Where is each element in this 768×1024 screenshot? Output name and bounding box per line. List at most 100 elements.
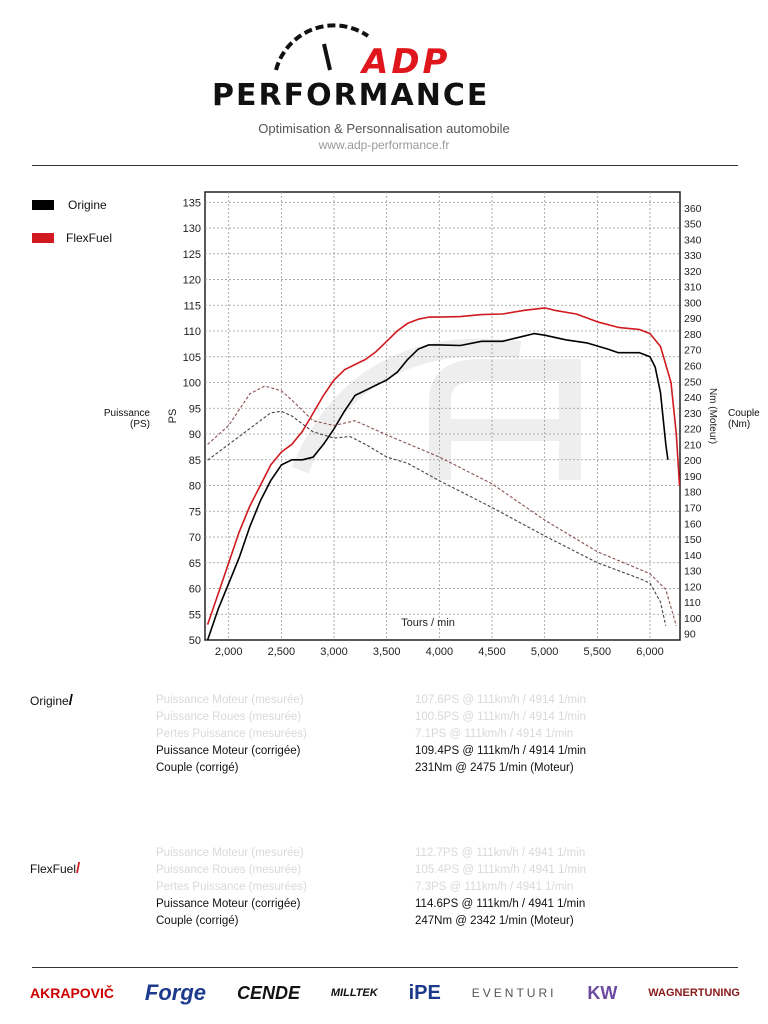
logo-performance: PERFORMANCE — [212, 78, 490, 113]
result-label: Puissance Roues (mesurée) — [156, 864, 302, 876]
legend-swatch-flexfuel — [32, 233, 54, 243]
y-tick-label: 65 — [189, 558, 201, 570]
result-label: Couple (corrigé) — [156, 762, 239, 774]
tagline: Optimisation & Personnalisation automobi… — [258, 121, 510, 136]
y2-tick-label: 210 — [684, 439, 702, 451]
y-tick-label: 50 — [189, 635, 201, 647]
result-value: 247Nm @ 2342 1/min (Moteur) — [415, 915, 574, 927]
y-tick-label: 120 — [183, 275, 201, 287]
divider-footer — [32, 967, 738, 968]
x-tick-label: 4,500 — [478, 646, 506, 658]
legend-swatch-origine — [32, 200, 54, 210]
left-axis-title: Puissance (PS) — [90, 408, 150, 430]
brand-logos: AKRAPOVIČ Forge CENDE MILLTEK iPE EVENTU… — [30, 980, 740, 1006]
y2-tick-label: 180 — [684, 487, 702, 499]
series-origine-power-line — [206, 332, 669, 641]
y-tick-label: 115 — [183, 300, 201, 312]
y-tick-label: 130 — [183, 223, 201, 235]
result-value: 107.6PS @ 111km/h / 4914 1/min — [415, 694, 587, 706]
y2-tick-label: 140 — [684, 550, 702, 562]
left-axis-title-line1: Puissance — [103, 408, 150, 419]
result-value: 114.6PS @ 111km/h / 4941 1/min — [415, 898, 586, 910]
result-value: 109.4PS @ 111km/h / 4914 1/min — [415, 745, 587, 757]
divider — [32, 165, 738, 166]
y2-tick-label: 350 — [684, 219, 702, 231]
result-label: Pertes Puissance (mesurées) — [156, 728, 307, 740]
y-tick-label: 70 — [189, 532, 201, 544]
series-flexfuel-power-line — [206, 307, 681, 625]
y2-tick-label: 170 — [684, 502, 702, 514]
result-label: Pertes Puissance (mesurées) — [156, 881, 307, 893]
result-label: Puissance Moteur (mesurée) — [156, 847, 304, 859]
y2-tick-label: 220 — [684, 424, 702, 436]
y2-tick-label: 320 — [684, 266, 702, 278]
y2-tick-label: 290 — [684, 313, 702, 325]
y2-tick-label: 360 — [684, 203, 702, 215]
series-origine-torque-line — [207, 410, 667, 626]
brand-forge: Forge — [144, 980, 207, 1005]
watermark-arc — [291, 338, 522, 474]
y2-tick-label: 340 — [684, 234, 702, 246]
brand-ipe: iPE — [408, 981, 441, 1004]
logo-adp: ADP — [362, 42, 451, 82]
y2-axis-label: Nm (Moteur) — [707, 388, 718, 444]
x-tick-label: 6,000 — [636, 646, 664, 658]
y2-tick-label: 300 — [684, 297, 702, 309]
y-tick-label: 125 — [183, 249, 201, 261]
dyno-chart: 50 55 60 65 70 75 80 85 90 95 100 105 110 115 120 125 13… — [167, 191, 718, 658]
y2-tick-label: 270 — [684, 345, 702, 357]
series-flexfuel-torque-line — [207, 385, 677, 626]
brand-cende: CENDE — [236, 982, 300, 1003]
right-axis-title: Couple (Nm) — [728, 408, 768, 430]
watermark-letter — [429, 359, 581, 480]
x-tick-label: 3,500 — [373, 646, 401, 658]
y-tick-label: 95 — [189, 403, 201, 415]
y2-tick-label: 160 — [684, 518, 702, 530]
result-value: 231Nm @ 2475 1/min (Moteur) — [415, 762, 574, 774]
x-tick-label: 2,500 — [268, 646, 296, 658]
y-tick-label: 60 — [189, 584, 201, 596]
run-mark-icon: / — [76, 860, 81, 877]
run-label-origine: Origine/ — [30, 692, 73, 709]
y-tick-label: 135 — [183, 197, 201, 209]
result-value: 7.3PS @ 111km/h / 4941 1/min — [415, 881, 574, 893]
y2-tick-label: 240 — [684, 392, 702, 404]
website-url: www.adp-performance.fr — [318, 138, 450, 152]
y2-tick-label: 200 — [684, 455, 702, 467]
y2-tick-label: 280 — [684, 329, 702, 341]
x-tick-label: 4,000 — [426, 646, 454, 658]
left-axis-title-line2: (PS) — [130, 419, 150, 430]
y2-tick-label: 310 — [684, 282, 702, 294]
y-tick-label: 55 — [189, 609, 201, 621]
y2-tick-label: 190 — [684, 471, 702, 483]
y2-tick-label: 90 — [684, 629, 696, 641]
logo-gauge-icon — [268, 14, 378, 79]
brand-wagnertuning: WAGNERTUNING — [648, 987, 740, 999]
y-tick-label: 100 — [183, 378, 201, 390]
y-tick-label: 90 — [189, 429, 201, 441]
brand-eventuri: EVENTURI — [471, 986, 557, 1000]
x-tick-label: 2,000 — [215, 646, 243, 658]
result-label: Puissance Roues (mesurée) — [156, 711, 302, 723]
result-label: Puissance Moteur (mesurée) — [156, 694, 304, 706]
run-name: Origine — [30, 694, 69, 708]
right-axis-title-line1: Couple — [728, 408, 760, 419]
x-tick-label: 3,000 — [320, 646, 348, 658]
brand-kw: KW — [587, 982, 618, 1003]
y-tick-label: 75 — [189, 506, 201, 518]
y-tick-label: 110 — [183, 326, 201, 338]
brand-milltek: MILLTEK — [330, 987, 378, 999]
y-tick-label: 105 — [183, 352, 201, 364]
x-tick-label: 5,000 — [531, 646, 559, 658]
legend-label-origine: Origine — [68, 198, 107, 212]
y-tick-label: 85 — [189, 455, 201, 467]
y2-tick-label: 230 — [684, 408, 702, 420]
y2-tick-label: 120 — [684, 581, 702, 593]
y2-tick-label: 100 — [684, 613, 702, 625]
legend-label-flexfuel: FlexFuel — [66, 231, 113, 245]
x-tick-label: 5,500 — [584, 646, 612, 658]
run-label-flexfuel: FlexFuel/ — [30, 860, 80, 877]
result-value: 7.1PS @ 111km/h / 4914 1/min — [415, 728, 574, 740]
y2-tick-label: 150 — [684, 534, 702, 546]
